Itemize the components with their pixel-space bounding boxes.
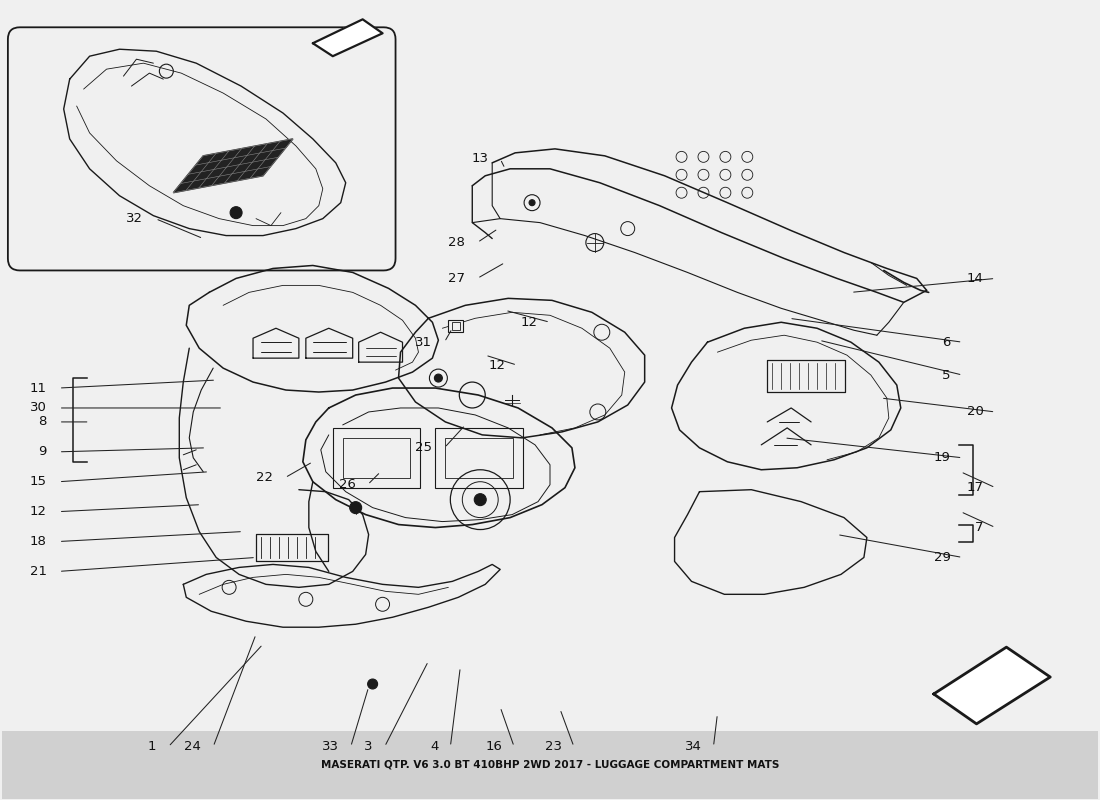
Text: 19: 19	[934, 451, 950, 464]
Circle shape	[434, 374, 442, 382]
Text: 5: 5	[942, 369, 950, 382]
Text: 7: 7	[975, 521, 983, 534]
Text: 1: 1	[147, 740, 156, 754]
Bar	[333, 428, 420, 488]
Circle shape	[367, 679, 377, 689]
Bar	[343, 438, 410, 478]
Bar	[449, 320, 463, 332]
Text: 26: 26	[339, 478, 355, 491]
Text: MASERATI QTP. V6 3.0 BT 410BHP 2WD 2017 - LUGGAGE COMPARTMENT MATS: MASERATI QTP. V6 3.0 BT 410BHP 2WD 2017 …	[321, 760, 779, 770]
Circle shape	[474, 494, 486, 506]
FancyBboxPatch shape	[8, 27, 396, 270]
Text: 4: 4	[430, 740, 439, 754]
Text: 13: 13	[471, 152, 488, 166]
Text: 12: 12	[521, 316, 538, 329]
Text: 21: 21	[30, 565, 47, 578]
Polygon shape	[934, 647, 1050, 724]
Text: 8: 8	[39, 415, 47, 429]
Bar	[2, 731, 1098, 798]
Text: 31: 31	[416, 336, 432, 349]
Text: 18: 18	[30, 535, 47, 548]
Polygon shape	[174, 139, 293, 193]
Text: 15: 15	[30, 475, 47, 488]
Text: 12: 12	[488, 358, 505, 372]
Bar	[452, 322, 460, 330]
Text: 29: 29	[934, 551, 950, 564]
Circle shape	[350, 502, 362, 514]
Text: 30: 30	[30, 402, 47, 414]
Bar	[436, 428, 524, 488]
Text: 11: 11	[30, 382, 47, 394]
Text: 20: 20	[967, 406, 983, 418]
Polygon shape	[312, 19, 383, 56]
Text: 22: 22	[256, 471, 273, 484]
Text: 14: 14	[967, 272, 983, 285]
Bar	[446, 438, 513, 478]
Text: 12: 12	[30, 505, 47, 518]
Text: 17: 17	[967, 481, 983, 494]
Circle shape	[529, 200, 535, 206]
Text: 32: 32	[126, 212, 143, 225]
Text: 9: 9	[39, 446, 47, 458]
Text: 34: 34	[684, 740, 702, 754]
Text: 25: 25	[416, 442, 432, 454]
Text: 33: 33	[321, 740, 339, 754]
Text: 3: 3	[364, 740, 373, 754]
Text: 16: 16	[485, 740, 503, 754]
Text: 28: 28	[449, 236, 465, 249]
Text: 24: 24	[185, 740, 201, 754]
Text: 6: 6	[943, 336, 950, 349]
Text: 23: 23	[544, 740, 562, 754]
Circle shape	[230, 206, 242, 218]
Text: 27: 27	[449, 272, 465, 285]
